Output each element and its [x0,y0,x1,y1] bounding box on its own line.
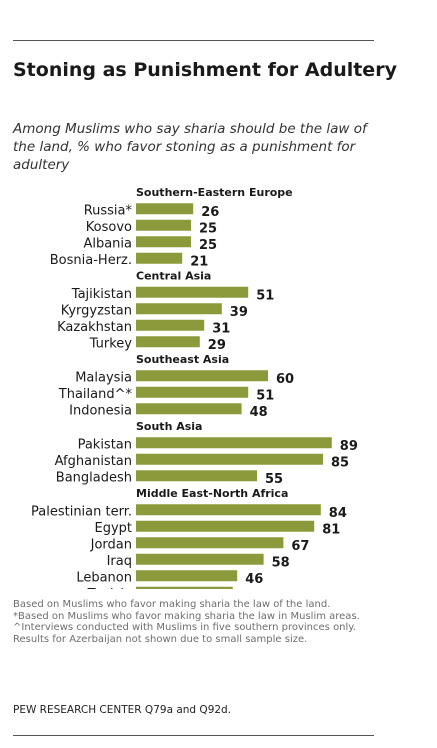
category-label: Albania [83,236,132,251]
group-header: Middle East-North Africa [136,487,288,500]
bar [136,553,264,565]
category-label: Russia* [84,203,133,218]
data-label: 60 [276,372,294,387]
group-header: South Asia [136,420,202,433]
category-label: Tunisia [87,587,132,589]
category-label: Malaysia [75,370,132,385]
bar [136,470,257,482]
bar [136,336,200,348]
note-line: Results for Azerbaijan not shown due to … [13,633,308,645]
category-label: Kosovo [86,220,132,235]
bar [136,286,249,298]
bar [136,319,205,331]
chart-notes: Based on Muslims who favor making sharia… [13,599,393,645]
category-label: Bangladesh [56,470,132,485]
data-label: 25 [199,238,217,253]
group-header: Southern-Eastern Europe [136,186,293,199]
bar [136,453,323,465]
bar [136,586,233,589]
data-label: 46 [245,572,263,587]
bar [136,370,268,382]
bar [136,504,321,516]
data-label: 89 [340,439,358,454]
category-label: Thailand^* [58,387,133,402]
bar [136,437,332,449]
bar [136,303,222,315]
bar [136,386,249,398]
data-label: 25 [199,221,217,236]
note-line: *Based on Muslims who favor making shari… [13,610,360,622]
bar [136,252,183,264]
note-line: Based on Muslims who favor making sharia… [13,599,331,610]
category-label: Egypt [94,521,132,536]
top-rule [13,40,374,41]
category-label: Afghanistan [55,454,132,469]
data-label: 84 [329,506,347,521]
bar [136,570,238,582]
category-label: Palestinian terr. [31,504,132,519]
category-label: Kazakhstan [57,320,132,335]
data-label: 44 [241,588,259,589]
bar [136,219,191,231]
category-label: Pakistan [78,437,132,452]
category-label: Tajikistan [71,287,132,302]
data-label: 85 [331,455,349,470]
bottom-rule [13,735,374,736]
category-label: Kyrgyzstan [61,303,132,318]
chart-subtitle: Among Muslims who say sharia should be t… [13,121,367,173]
data-label: 81 [322,522,340,537]
data-label: 31 [212,321,230,336]
category-label: Lebanon [76,570,132,585]
category-label: Iraq [107,554,132,569]
bar [136,403,242,415]
data-label: 67 [291,539,309,554]
bar [136,203,194,215]
data-label: 29 [208,338,226,353]
bar [136,236,191,248]
data-label: 21 [190,254,208,269]
bar [136,537,284,549]
category-label: Indonesia [69,403,132,418]
data-label: 39 [230,305,248,320]
data-label: 58 [272,555,290,570]
source-credit: PEW RESEARCH CENTER Q79a and Q92d. [13,704,232,716]
category-label: Turkey [89,336,133,351]
data-label: 51 [256,288,274,303]
note-line: ^Interviews conducted with Muslims in fi… [13,622,356,633]
group-header: Central Asia [136,270,211,283]
bar [136,520,315,532]
data-label: 55 [265,472,283,487]
category-label: Jordan [90,537,132,552]
group-header: Southeast Asia [136,353,229,366]
chart-title: Stoning as Punishment for Adultery [13,59,397,81]
category-label: Bosnia-Herz. [50,253,132,268]
data-label: 26 [201,205,219,220]
data-label: 48 [250,405,268,420]
data-label: 51 [256,388,274,403]
